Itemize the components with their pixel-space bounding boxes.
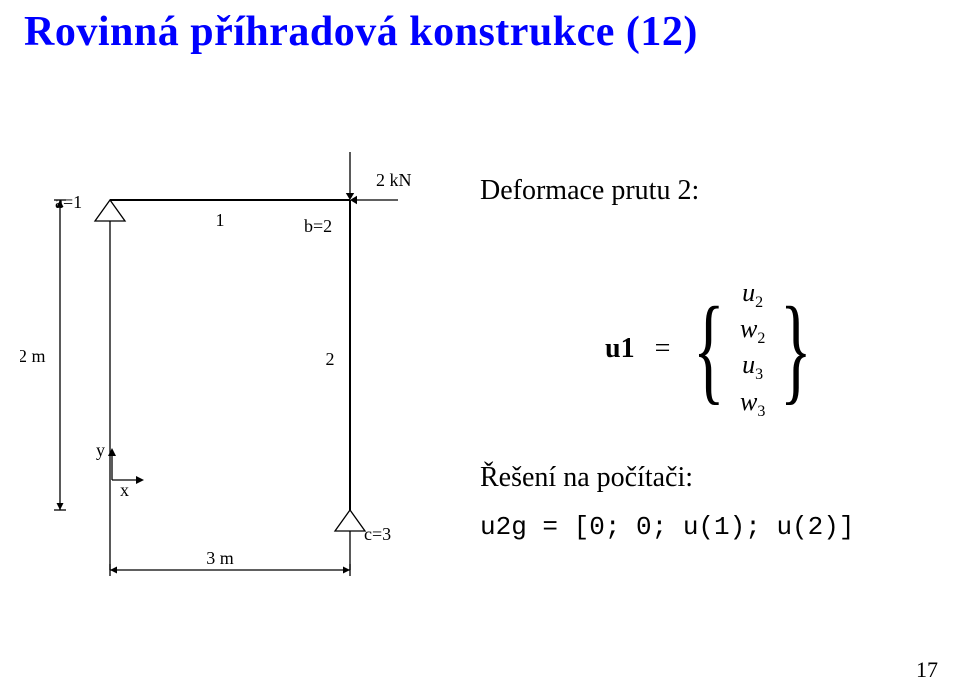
svg-text:1: 1 bbox=[216, 210, 225, 230]
left-brace: { bbox=[693, 289, 725, 409]
derivation-block: Deformace prutu 2: u1 = { u2w2u3w3 } Řeš… bbox=[480, 175, 940, 542]
page-title: Rovinná příhradová konstrukce (12) bbox=[0, 8, 960, 56]
vector-braces: { u2w2u3w3 } bbox=[680, 277, 825, 422]
svg-text:x: x bbox=[120, 480, 129, 500]
equals-sign: = bbox=[655, 333, 671, 365]
svg-text:2: 2 bbox=[326, 349, 335, 369]
svg-text:3 m: 3 m bbox=[206, 548, 234, 568]
u-letter: u bbox=[605, 333, 621, 365]
solve-heading: Řešení na počítači: bbox=[480, 462, 940, 494]
svg-text:y: y bbox=[96, 440, 105, 460]
svg-text:2 kN: 2 kN bbox=[376, 170, 412, 190]
page-number: 17 bbox=[916, 657, 938, 683]
equation-u1: u1 = { u2w2u3w3 } bbox=[480, 277, 940, 422]
right-brace: } bbox=[780, 289, 812, 409]
vector-column: u2w2u3w3 bbox=[740, 277, 765, 422]
truss-diagram: 12a=1b=2c=33 kN2 kN2 m3 myx bbox=[20, 150, 440, 590]
svg-text:c=3: c=3 bbox=[364, 524, 391, 544]
code-line: u2g = [0; 0; u(1); u(2)] bbox=[480, 512, 940, 542]
svg-text:3 kN: 3 kN bbox=[340, 150, 376, 152]
svg-text:b=2: b=2 bbox=[304, 216, 332, 236]
deformation-heading: Deformace prutu 2: bbox=[480, 175, 940, 207]
svg-text:2 m: 2 m bbox=[20, 346, 46, 366]
one-digit: 1 bbox=[621, 333, 635, 365]
u1-symbol: u1 bbox=[605, 333, 635, 365]
